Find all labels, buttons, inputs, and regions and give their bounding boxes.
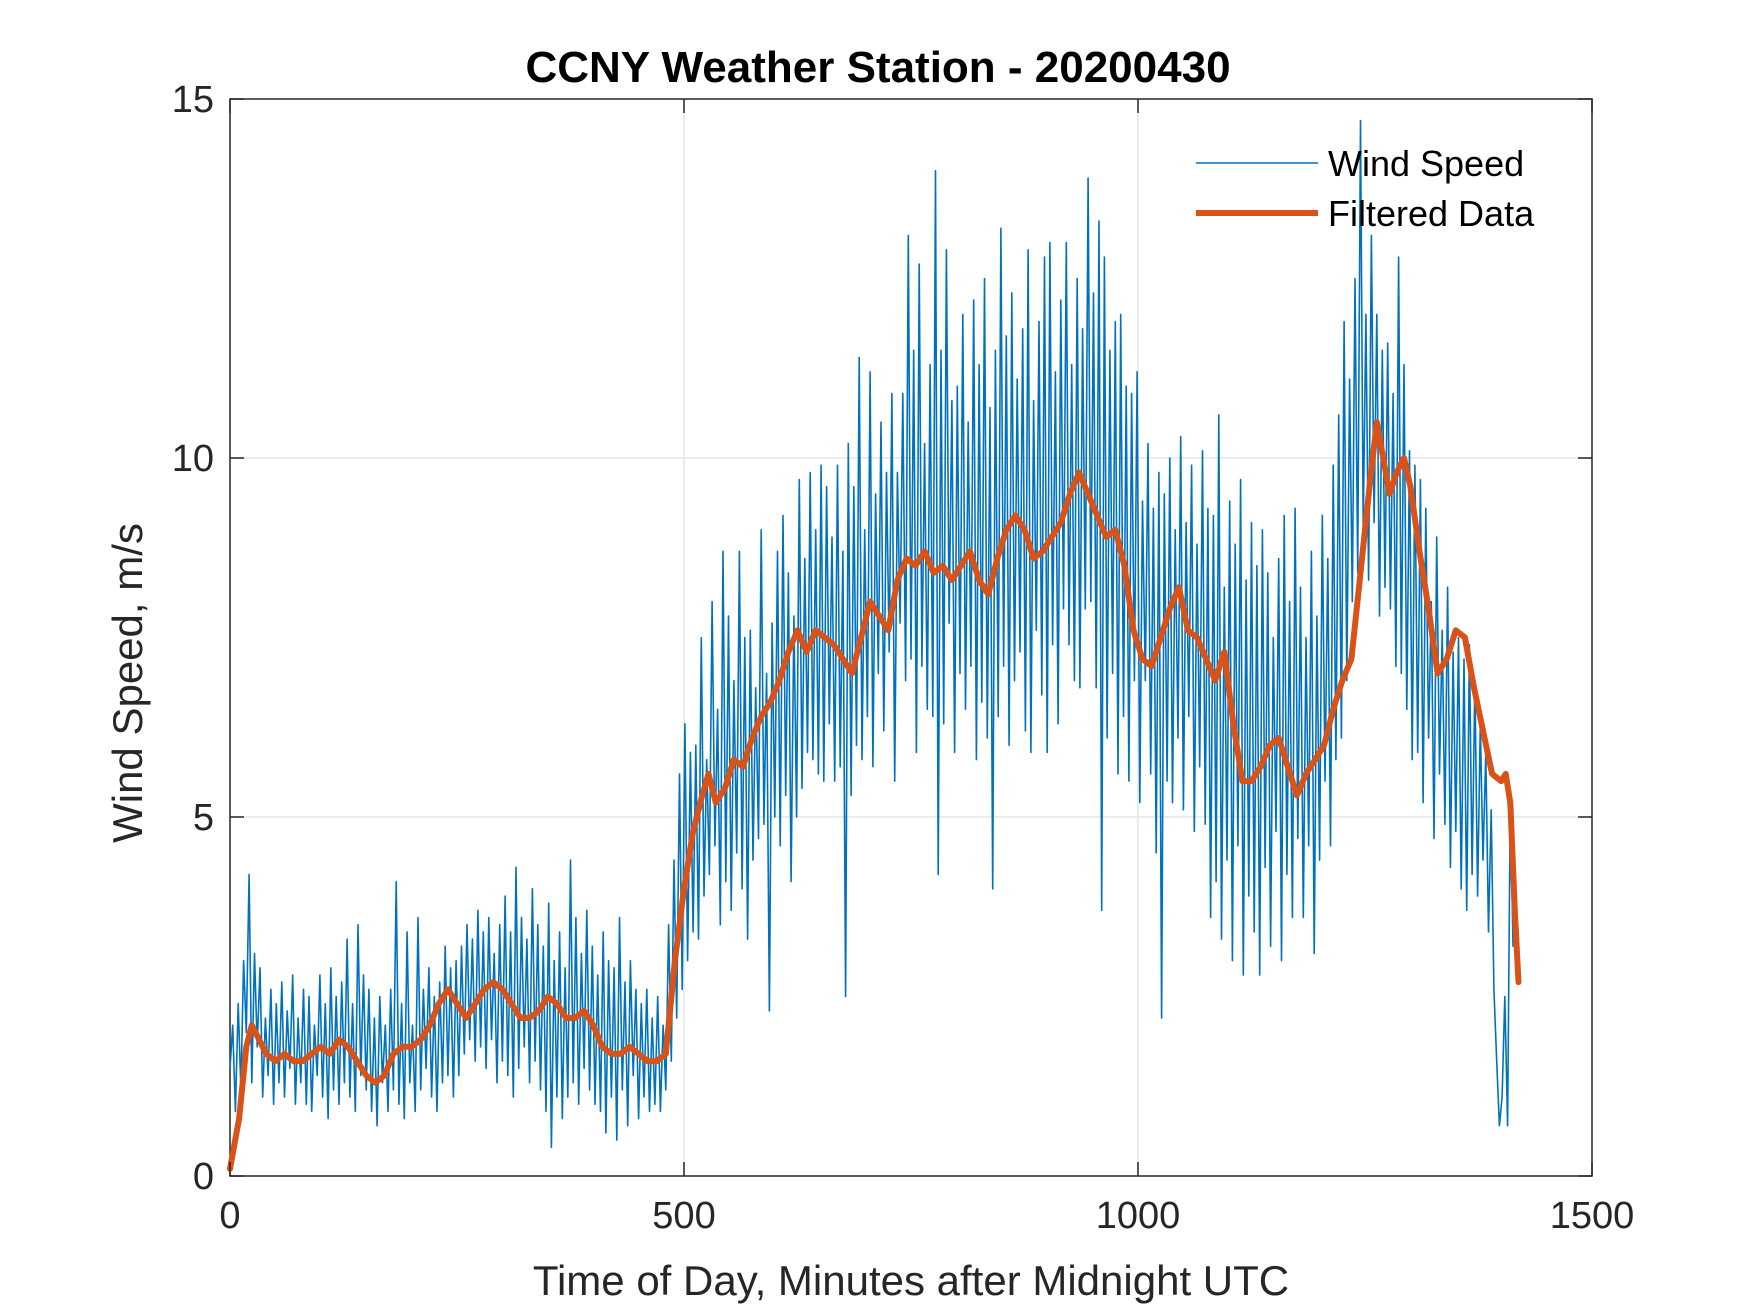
series-layer — [227, 119, 1522, 1172]
legend-wind-label: Wind Speed — [1328, 143, 1524, 184]
x-tick-label: 1500 — [1550, 1195, 1635, 1237]
x-tick-label: 1000 — [1096, 1195, 1181, 1237]
x-tick-label: 500 — [652, 1195, 715, 1237]
legend: Wind Speed Filtered Data — [1196, 143, 1535, 234]
x-axis-label: Time of Day, Minutes after Midnight UTC — [533, 1257, 1289, 1304]
y-tick-label: 5 — [193, 797, 214, 839]
filtered-data-line — [227, 419, 1522, 1172]
y-axis-label: Wind Speed, m/s — [104, 523, 151, 843]
plot-area — [229, 98, 1593, 1177]
y-tick-label: 15 — [172, 79, 214, 121]
ticks: 0 500 1000 1500 0 5 10 15 — [172, 79, 1635, 1237]
legend-filtered-label: Filtered Data — [1328, 193, 1535, 234]
y-tick-label: 10 — [172, 438, 214, 480]
x-tick-label: 0 — [219, 1195, 240, 1237]
wind-speed-line — [229, 119, 1520, 1149]
chart-title: CCNY Weather Station - 20200430 — [525, 43, 1230, 92]
y-tick-label: 0 — [193, 1156, 214, 1198]
